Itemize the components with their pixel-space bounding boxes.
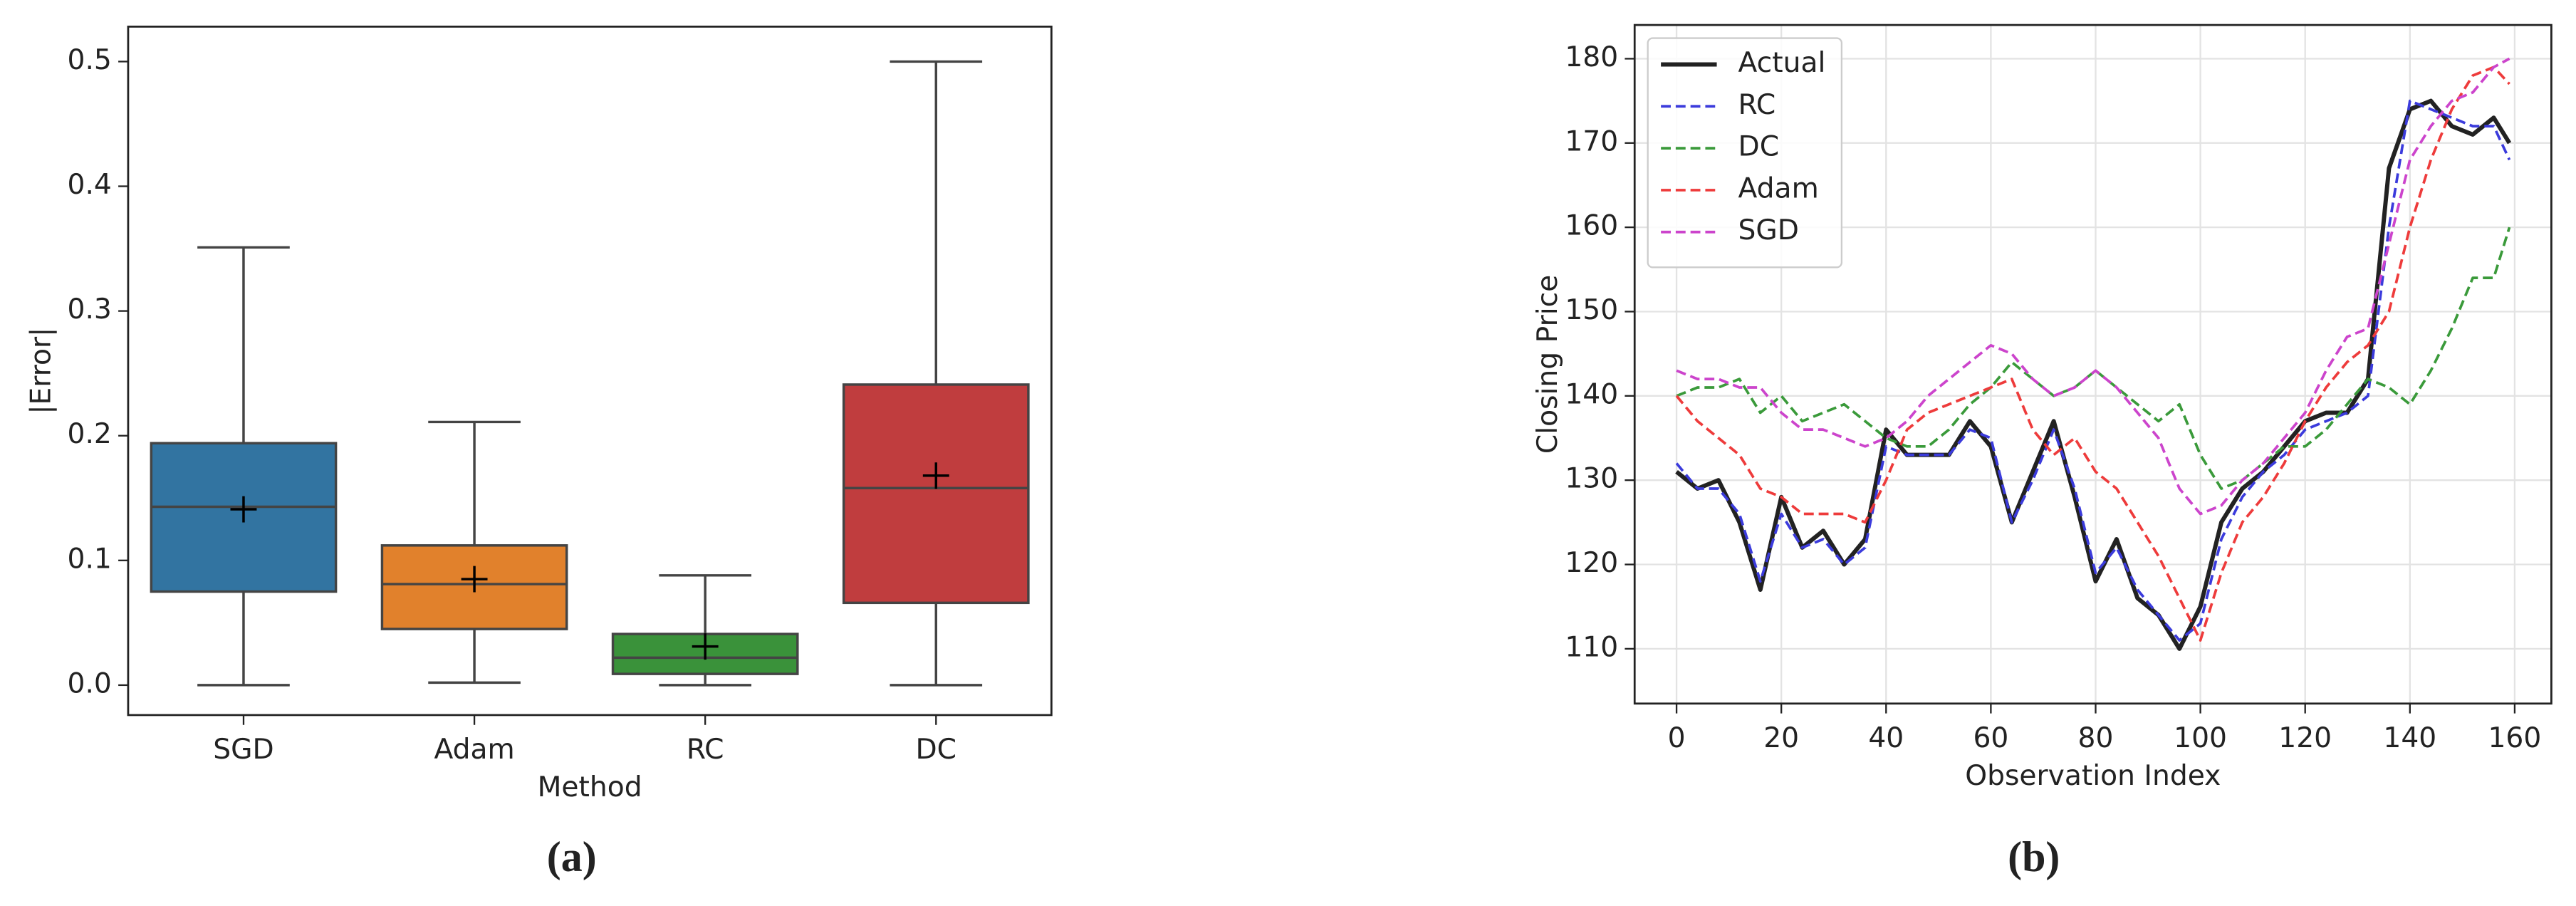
y-tick-label: 160 xyxy=(1565,210,1618,242)
legend-box xyxy=(1647,37,1843,269)
y-tick-label: 120 xyxy=(1565,547,1618,579)
series-line xyxy=(1675,99,2511,642)
plot-frame xyxy=(1633,24,2552,705)
series-line xyxy=(1676,57,2510,516)
y-tick-label: 0.5 xyxy=(68,44,112,76)
series-line xyxy=(1675,98,2512,651)
mean-marker xyxy=(692,633,719,660)
x-tick-label: 80 xyxy=(2078,722,2114,754)
mean-marker xyxy=(922,462,949,489)
x-tick-label: 20 xyxy=(1763,722,1799,754)
y-tick-label: 130 xyxy=(1565,463,1618,495)
series-line xyxy=(1676,226,2511,490)
legend-label: SGD xyxy=(1738,214,1799,246)
y-axis-label: |Error| xyxy=(25,328,57,415)
x-tick-label: DC xyxy=(915,734,956,766)
x-tick-label: 120 xyxy=(2278,722,2332,754)
x-tick-label: 40 xyxy=(1868,722,1904,754)
x-tick-label: 100 xyxy=(2174,722,2227,754)
y-tick-label: 0.2 xyxy=(68,418,112,450)
x-tick-label: SGD xyxy=(213,734,273,766)
y-tick-label: 110 xyxy=(1565,631,1618,663)
legend-label: RC xyxy=(1738,89,1776,121)
y-axis-label: Closing Price xyxy=(1532,275,1564,454)
x-tick-label: 60 xyxy=(1973,722,2008,754)
series-line xyxy=(1675,66,2510,642)
y-tick-label: 0.0 xyxy=(68,667,112,699)
y-tick-label: 0.1 xyxy=(68,543,112,575)
plot-frame xyxy=(127,26,1053,717)
y-tick-label: 150 xyxy=(1565,294,1618,326)
x-axis-label: Observation Index xyxy=(1965,760,2221,792)
legend-label: DC xyxy=(1738,131,1780,163)
legend: Actual RC DC Adam SGD xyxy=(1647,37,1843,269)
y-tick-label: 0.4 xyxy=(68,169,112,201)
y-tick-label: 170 xyxy=(1565,125,1618,157)
y-tick-label: 140 xyxy=(1565,378,1618,410)
mean-marker xyxy=(230,496,257,523)
mean-marker xyxy=(461,566,488,593)
caption: (b) xyxy=(2008,833,2060,880)
y-tick-label: 180 xyxy=(1565,41,1618,73)
x-axis-label: Method xyxy=(538,771,642,803)
y-tick-label: 0.3 xyxy=(68,293,112,326)
x-tick-label: 160 xyxy=(2488,722,2541,754)
legend-label: Adam xyxy=(1738,172,1819,204)
caption: (a) xyxy=(547,833,597,880)
x-tick-label: 140 xyxy=(2383,722,2436,754)
x-tick-label: Adam xyxy=(434,734,514,766)
x-tick-label: 0 xyxy=(1668,722,1686,754)
box xyxy=(842,383,1030,605)
x-tick-label: RC xyxy=(687,734,724,766)
legend-label: Actual xyxy=(1738,47,1826,79)
